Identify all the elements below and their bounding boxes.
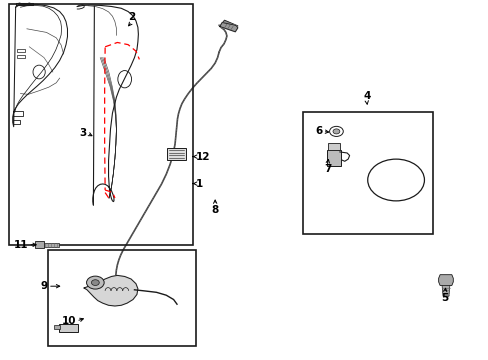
Bar [59,324,78,332]
Bar [303,112,432,234]
Text: 11: 11 [14,240,28,250]
Polygon shape [84,275,138,306]
Text: 7: 7 [323,164,331,174]
Bar [326,150,341,166]
Bar [17,55,25,58]
Bar [35,241,44,248]
Bar [54,325,60,329]
Text: 5: 5 [441,293,447,303]
Bar [44,243,59,247]
Text: 8: 8 [211,205,218,215]
Bar [9,4,193,245]
Circle shape [86,276,104,289]
Text: 10: 10 [61,316,76,326]
Circle shape [332,129,339,134]
Polygon shape [219,23,237,32]
Text: 6: 6 [315,126,322,136]
Bar [167,148,185,160]
Bar [17,49,25,52]
Text: 9: 9 [41,281,48,291]
Bar [327,143,340,150]
Polygon shape [438,275,452,285]
Bar [48,250,195,346]
Text: 12: 12 [195,152,210,162]
Text: 4: 4 [362,91,370,101]
Circle shape [91,280,99,285]
Text: 1: 1 [195,179,203,189]
Text: 2: 2 [128,12,135,22]
Text: 3: 3 [80,128,87,138]
Polygon shape [441,285,449,296]
Bar [221,20,238,30]
